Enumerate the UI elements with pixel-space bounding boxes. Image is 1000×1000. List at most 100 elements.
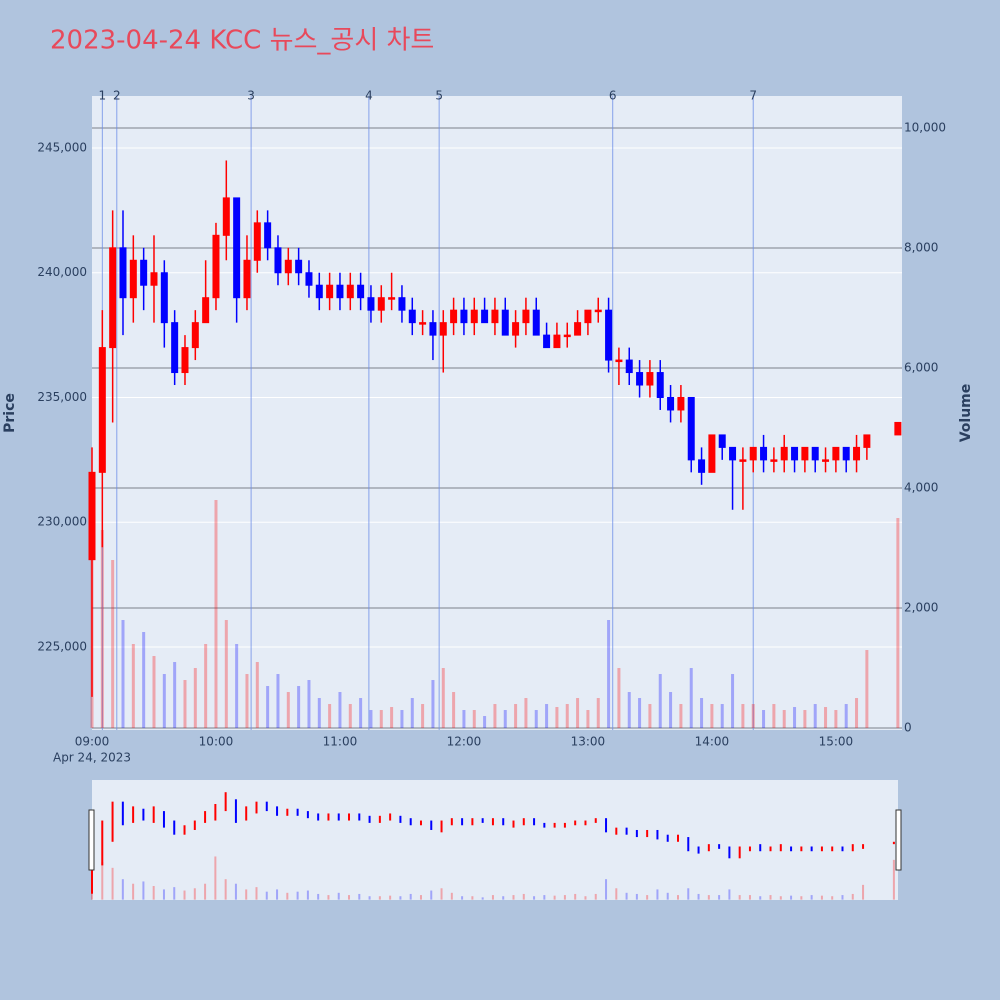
- candle-body: [749, 446, 757, 461]
- slider-volume-bar: [132, 883, 135, 900]
- candle-body: [181, 347, 189, 374]
- candle-body: [512, 322, 520, 336]
- slider-volume-bar: [687, 888, 690, 900]
- slider-volume-bar: [306, 890, 309, 900]
- candle-body: [636, 372, 644, 386]
- volume-bar: [338, 692, 342, 729]
- volume-bar: [286, 692, 290, 729]
- candle-body: [718, 434, 726, 448]
- candle-body: [450, 309, 458, 324]
- y2-tick-label: 8,000: [904, 240, 938, 254]
- candle-body: [439, 322, 447, 336]
- slider-volume-bar: [615, 888, 618, 900]
- y2-axis-label: Volume: [958, 384, 974, 443]
- candle-body: [863, 434, 871, 448]
- candle-body: [233, 197, 241, 299]
- slider-handle-right[interactable]: [895, 809, 902, 871]
- candle-body: [160, 272, 168, 324]
- slider-volume-bar: [769, 895, 772, 900]
- volume-bar: [317, 698, 321, 729]
- volume-bar: [586, 710, 590, 729]
- slider-volume-bar: [892, 859, 895, 900]
- slider-volume-bar: [214, 856, 217, 900]
- slider-volume-bar: [183, 890, 186, 900]
- volume-bar: [152, 656, 156, 729]
- candle-body: [284, 259, 292, 274]
- candle-body: [253, 222, 261, 261]
- slider-volume-bar: [234, 883, 237, 900]
- volume-bar: [441, 668, 445, 729]
- slider-volume-bar: [440, 888, 443, 900]
- volume-bar: [658, 674, 662, 729]
- volume-bar: [555, 707, 559, 729]
- volume-bar: [700, 698, 704, 729]
- volume-bar: [648, 704, 652, 729]
- volume-bar: [307, 680, 311, 729]
- volume-bar: [400, 710, 404, 729]
- slider-volume-bar: [142, 881, 145, 900]
- volume-bar: [183, 680, 187, 729]
- slider-volume-bar: [676, 895, 679, 900]
- volume-bar: [214, 500, 218, 729]
- slider-volume-bar: [450, 892, 453, 900]
- candle-body: [470, 309, 478, 324]
- volume-bar: [669, 692, 673, 729]
- slider-volume-bar: [389, 895, 392, 900]
- volume-bar: [503, 710, 507, 729]
- plot-area: [92, 96, 902, 730]
- slider-volume-bar: [296, 891, 299, 900]
- candle-body: [481, 309, 489, 324]
- slider-volume-bar: [224, 879, 227, 900]
- y-axis-label: Price: [2, 393, 18, 433]
- candle-body: [212, 234, 220, 299]
- slider-volume-bar: [851, 893, 854, 900]
- volume-bar: [710, 704, 714, 729]
- slider-volume-bar: [461, 896, 464, 900]
- candle-body: [605, 309, 613, 361]
- candle-body: [822, 459, 830, 462]
- slider-volume-bar: [635, 893, 638, 900]
- volume-bar: [689, 668, 693, 729]
- volume-bar: [896, 518, 900, 729]
- volume-bar: [834, 710, 838, 729]
- slider-volume-bar: [512, 895, 515, 900]
- candle-body: [388, 297, 396, 300]
- candle-body: [532, 309, 540, 336]
- candle-body: [98, 347, 106, 473]
- chart-title: 2023-04-24 KCC 뉴스_공시 차트: [50, 26, 434, 56]
- slider-volume-bar: [348, 895, 351, 900]
- slider-volume-bar: [173, 887, 176, 900]
- candle-body: [522, 309, 530, 324]
- candle-body: [150, 272, 158, 286]
- slider-volume-bar: [286, 892, 289, 900]
- slider-volume-bar: [666, 892, 669, 900]
- volume-bar: [452, 692, 456, 729]
- volume-bar: [565, 704, 569, 729]
- candle-body: [853, 446, 861, 461]
- slider-volume-bar: [276, 889, 279, 900]
- volume-bar: [545, 704, 549, 729]
- range-slider[interactable]: [92, 780, 898, 900]
- candle-body: [739, 459, 747, 462]
- slider-volume-bar: [594, 893, 597, 900]
- volume-bar: [472, 710, 476, 729]
- candle-body: [305, 272, 313, 286]
- candle-body: [615, 359, 623, 363]
- candle-body: [563, 334, 571, 338]
- volume-bar: [741, 704, 745, 729]
- volume-bar: [824, 707, 828, 729]
- volume-bar: [390, 707, 394, 729]
- slider-handle-left[interactable]: [88, 809, 95, 871]
- slider-volume-bar: [553, 895, 556, 900]
- y-tick-label: 230,000: [37, 515, 87, 529]
- candle-body: [129, 259, 137, 299]
- slider-volume-bar: [368, 896, 371, 900]
- news-label: 5: [435, 89, 443, 103]
- volume-bar: [679, 704, 683, 729]
- volume-bar: [162, 674, 166, 729]
- slider-volume-bar: [430, 890, 433, 900]
- slider-volume-bar: [121, 879, 124, 900]
- slider-volume-bar: [697, 893, 700, 900]
- candle-body: [687, 396, 695, 461]
- slider-volume-bar: [738, 895, 741, 900]
